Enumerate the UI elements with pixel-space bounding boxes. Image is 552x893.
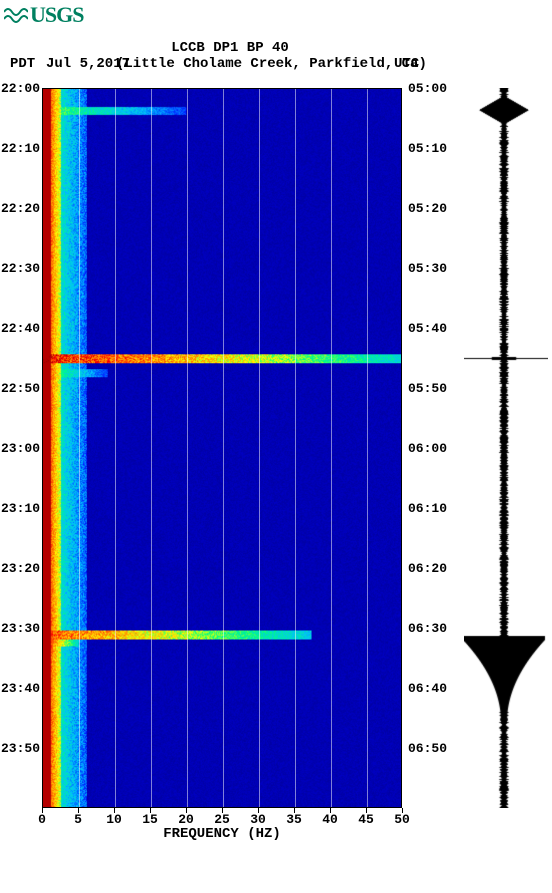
grid-line: [367, 89, 368, 807]
spectrogram-canvas: [43, 89, 401, 807]
y-tick-left: 22:10: [0, 141, 40, 156]
y-tick-left: 23:50: [0, 741, 40, 756]
x-tick-mark: [114, 808, 115, 813]
grid-line: [151, 89, 152, 807]
x-tick-mark: [402, 808, 403, 813]
grid-line: [223, 89, 224, 807]
spectrogram-plot: [42, 88, 402, 808]
tz-left: PDT: [10, 56, 35, 72]
wave-icon: [4, 6, 28, 24]
usgs-logo: USGS: [4, 2, 83, 28]
x-tick: 35: [279, 812, 309, 827]
x-tick-mark: [42, 808, 43, 813]
y-tick-left: 22:50: [0, 381, 40, 396]
y-tick-left: 22:20: [0, 201, 40, 216]
y-tick-left: 23:20: [0, 561, 40, 576]
x-tick-mark: [366, 808, 367, 813]
x-tick: 20: [171, 812, 201, 827]
grid-line: [295, 89, 296, 807]
seismogram-trace: [464, 88, 548, 808]
tz-right: UTC: [394, 56, 419, 72]
y-tick-right: 06:40: [408, 681, 458, 696]
x-tick: 0: [27, 812, 57, 827]
x-tick: 40: [315, 812, 345, 827]
x-tick-mark: [294, 808, 295, 813]
x-tick-mark: [258, 808, 259, 813]
y-tick-right: 05:10: [408, 141, 458, 156]
y-tick-right: 05:50: [408, 381, 458, 396]
y-tick-right: 06:00: [408, 441, 458, 456]
y-tick-left: 23:00: [0, 441, 40, 456]
x-tick: 30: [243, 812, 273, 827]
x-tick-mark: [150, 808, 151, 813]
grid-line: [331, 89, 332, 807]
y-tick-left: 23:10: [0, 501, 40, 516]
y-tick-right: 05:30: [408, 261, 458, 276]
y-tick-right: 06:30: [408, 621, 458, 636]
grid-line: [187, 89, 188, 807]
y-tick-right: 05:20: [408, 201, 458, 216]
y-tick-left: 23:30: [0, 621, 40, 636]
x-tick: 15: [135, 812, 165, 827]
grid-line: [115, 89, 116, 807]
y-tick-left: 22:40: [0, 321, 40, 336]
x-tick: 25: [207, 812, 237, 827]
seismogram-canvas: [464, 88, 548, 808]
x-tick: 10: [99, 812, 129, 827]
x-tick-mark: [330, 808, 331, 813]
y-tick-right: 05:40: [408, 321, 458, 336]
chart-title: LCCB DP1 BP 40: [0, 40, 460, 56]
x-tick-mark: [186, 808, 187, 813]
y-tick-right: 05:00: [408, 81, 458, 96]
y-tick-left: 22:30: [0, 261, 40, 276]
x-tick-mark: [222, 808, 223, 813]
x-tick: 45: [351, 812, 381, 827]
y-tick-right: 06:20: [408, 561, 458, 576]
y-tick-left: 23:40: [0, 681, 40, 696]
logo-text: USGS: [30, 2, 83, 28]
x-tick: 50: [387, 812, 417, 827]
x-tick: 5: [63, 812, 93, 827]
y-tick-left: 22:00: [0, 81, 40, 96]
grid-line: [259, 89, 260, 807]
grid-line: [79, 89, 80, 807]
y-tick-right: 06:10: [408, 501, 458, 516]
x-tick-mark: [78, 808, 79, 813]
location: (Little Cholame Creek, Parkfield, Ca): [116, 56, 427, 72]
y-tick-right: 06:50: [408, 741, 458, 756]
x-axis-label: FREQUENCY (HZ): [42, 826, 402, 842]
